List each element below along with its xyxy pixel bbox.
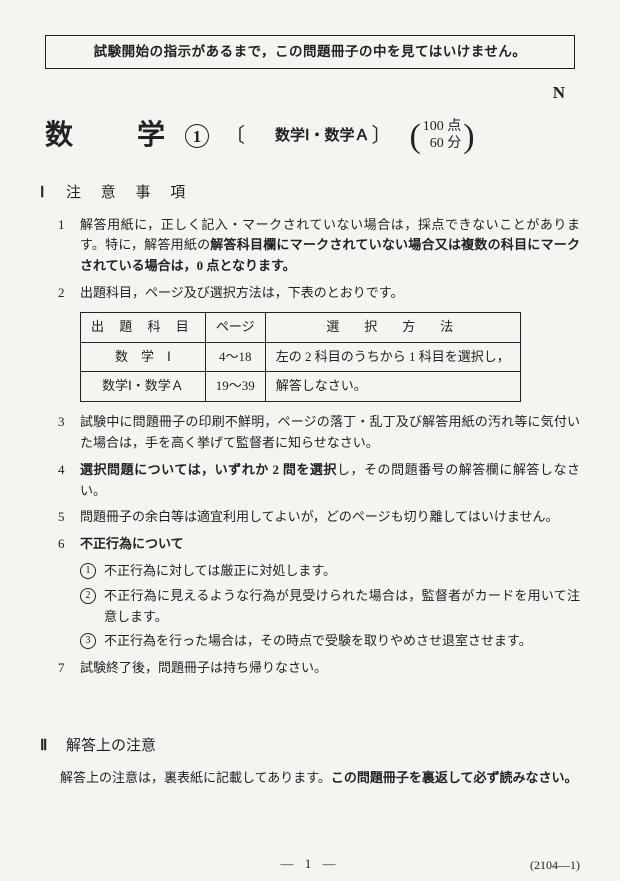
subitem-1: 1 不正行為に対しては厳正に対処します。 <box>80 561 580 582</box>
section-1-title: 注 意 事 項 <box>66 181 193 205</box>
td: 解答しなさい。 <box>265 372 520 402</box>
item-num: 7 <box>58 658 80 679</box>
item-text-bold: 不正行為について <box>80 534 580 555</box>
sec2-text: 解答上の注意は，裏表紙に記載してあります。 <box>60 770 331 785</box>
page-number: — 1 — <box>0 854 620 875</box>
th-method: 選 択 方 法 <box>265 312 520 342</box>
item-num: 6 <box>58 534 80 555</box>
sub-text: 不正行為を行った場合は，その時点で受験を取りやめさせ退室させます。 <box>104 631 580 652</box>
item-text-bold: 選択問題については，いずれか 2 問を選択 <box>80 462 337 477</box>
score-time: 60 分 <box>423 136 462 153</box>
th-page: ページ <box>205 312 265 342</box>
paren-left: ( <box>409 123 420 150</box>
score-box: ( 100 点 60 分 ) <box>409 119 474 153</box>
item-1: 1 解答用紙に，正しく記入・マークされていない場合は，採点できないことがあります… <box>58 215 580 277</box>
section-1-roman: Ⅰ <box>40 181 56 205</box>
bracket-right: 〕 <box>371 120 391 152</box>
td: 数学Ⅰ・数学Ａ <box>81 372 206 402</box>
item-5: 5 問題冊子の余白等は適宜利用してよいが，どのページも切り離してはいけません。 <box>58 507 580 528</box>
corner-label: N <box>40 79 580 106</box>
item-num: 1 <box>58 215 80 277</box>
item-2: 2 出題科目，ページ及び選択方法は，下表のとおりです。 <box>58 283 580 304</box>
td: 4～18 <box>205 342 265 372</box>
item-text: 試験中に問題冊子の印刷不鮮明，ページの落丁・乱丁及び解答用紙の汚れ等に気付いた場… <box>80 412 580 454</box>
th-subject: 出 題 科 目 <box>81 312 206 342</box>
section-2-body: 解答上の注意は，裏表紙に記載してあります。この問題冊子を裏返して必ず読みなさい。 <box>60 768 580 789</box>
paren-right: ) <box>463 123 474 150</box>
item-text: 問題冊子の余白等は適宜利用してよいが，どのページも切り離してはいけません。 <box>80 507 580 528</box>
item-text: 試験終了後，問題冊子は持ち帰りなさい。 <box>80 658 580 679</box>
item-num: 5 <box>58 507 80 528</box>
item-7: 7 試験終了後，問題冊子は持ち帰りなさい。 <box>58 658 580 679</box>
sub-text: 不正行為に対しては厳正に対処します。 <box>104 561 580 582</box>
circled-number-icon: 1 <box>80 563 96 579</box>
selection-table: 出 題 科 目 ページ 選 択 方 法 数 学 Ⅰ 4～18 左の 2 科目のう… <box>80 312 521 402</box>
subject-number: 1 <box>185 124 209 148</box>
circled-number-icon: 2 <box>80 588 96 604</box>
subject-label: 数 学 <box>45 114 183 159</box>
section-2-heading: Ⅱ 解答上の注意 <box>40 734 580 758</box>
document-reference: (2104—1) <box>530 856 580 875</box>
item-4: 4 選択問題については，いずれか 2 問を選択し，その問題番号の解答欄に解答しな… <box>58 460 580 502</box>
item-num: 2 <box>58 283 80 304</box>
sub-text: 不正行為に見えるような行為が見受けられた場合は，監督者がカードを用いて注意します… <box>104 586 580 628</box>
item-text: 出題科目，ページ及び選択方法は，下表のとおりです。 <box>80 283 580 304</box>
bracket-left: 〔 <box>225 120 245 152</box>
circled-number-icon: 3 <box>80 633 96 649</box>
warning-banner: 試験開始の指示があるまで，この問題冊子の中を見てはいけません。 <box>45 35 575 69</box>
score-points: 100 点 <box>423 119 462 136</box>
td: 左の 2 科目のうちから 1 科目を選択し， <box>265 342 520 372</box>
item-6: 6 不正行為について <box>58 534 580 555</box>
item-3: 3 試験中に問題冊子の印刷不鮮明，ページの落丁・乱丁及び解答用紙の汚れ等に気付い… <box>58 412 580 454</box>
section-2-roman: Ⅱ <box>40 734 56 758</box>
subitem-3: 3 不正行為を行った場合は，その時点で受験を取りやめさせ退室させます。 <box>80 631 580 652</box>
item-num: 3 <box>58 412 80 454</box>
subitem-2: 2 不正行為に見えるような行為が見受けられた場合は，監督者がカードを用いて注意し… <box>80 586 580 628</box>
sec2-text-bold: この問題冊子を裏返して必ず読みなさい。 <box>331 770 578 785</box>
section-1-heading: Ⅰ 注 意 事 項 <box>40 181 580 205</box>
title-row: 数 学 1 〔 数学Ⅰ・数学Ａ 〕 ( 100 点 60 分 ) <box>40 114 580 159</box>
section-2-title: 解答上の注意 <box>66 734 156 758</box>
td: 数 学 Ⅰ <box>81 342 206 372</box>
subject-detail: 数学Ⅰ・数学Ａ <box>275 124 369 148</box>
item-num: 4 <box>58 460 80 502</box>
td: 19～39 <box>205 372 265 402</box>
